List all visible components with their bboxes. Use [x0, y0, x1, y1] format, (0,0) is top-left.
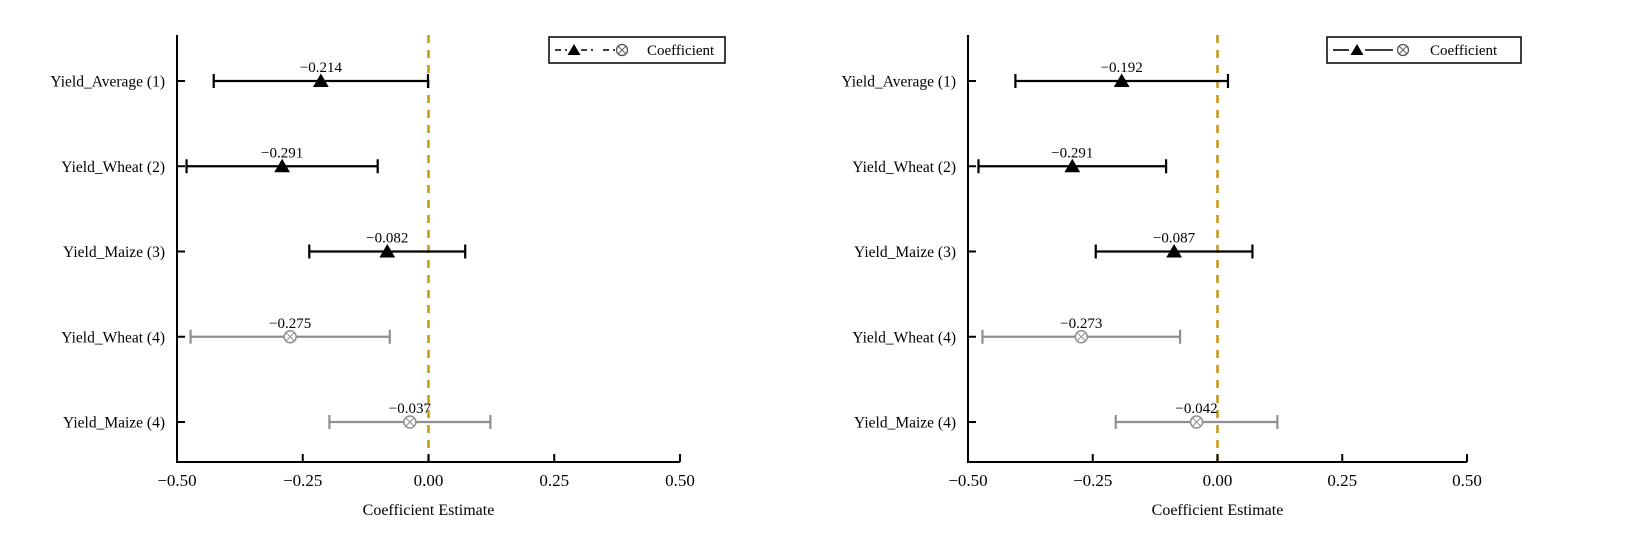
legend-circle-cross-x2	[617, 45, 627, 55]
category-label: Yield_Maize (4)	[63, 415, 165, 432]
x-tick-label: −0.25	[283, 471, 322, 490]
estimate-value-label: −0.192	[1101, 60, 1143, 76]
left-panel: −0.50 −0.25 0.00 0.25 0.50 Coefficient Estima…	[50, 35, 726, 519]
legend-circle-cross-x2	[1398, 45, 1408, 55]
errorbar-row	[977, 158, 1168, 174]
legend-box	[548, 36, 726, 64]
x-tick-label: −0.50	[157, 471, 196, 490]
triangle-marker-icon	[1064, 158, 1081, 173]
estimate-value-label: −0.082	[366, 231, 408, 247]
errorbar-row	[1114, 415, 1279, 429]
errorbar-row	[308, 244, 467, 259]
category-label: Yield_Maize (3)	[63, 244, 165, 261]
category-label: Yield_Average (1)	[50, 74, 165, 91]
errorbar-row	[189, 329, 391, 344]
triangle-marker-icon	[1113, 73, 1130, 87]
estimate-value-label: −0.275	[269, 316, 311, 332]
category-label: Yield_Maize (3)	[854, 244, 956, 261]
right-coefficient-plot: −0.50 −0.25 0.00 0.25 0.50 Coefficient Estima…	[841, 35, 1522, 519]
left-coefficient-plot: −0.50 −0.25 0.00 0.25 0.50 Coefficient Estima…	[50, 35, 726, 519]
triangle-marker-icon	[1166, 244, 1182, 258]
circle-cross-x2	[1192, 417, 1201, 427]
estimate-value-label: −0.042	[1175, 401, 1217, 417]
x-tick-label: −0.25	[1073, 471, 1112, 490]
category-label: Yield_Wheat (4)	[852, 329, 956, 346]
estimate-value-label: −0.214	[300, 60, 343, 76]
errorbar-row	[981, 329, 1182, 344]
triangle-marker-icon	[312, 73, 329, 87]
right-panel: −0.50 −0.25 0.00 0.25 0.50 Coefficient Estima…	[814, 0, 1627, 552]
errorbar-row	[1014, 73, 1230, 88]
circle-cross-x2	[1076, 332, 1086, 342]
errorbar-row	[328, 415, 492, 429]
x-tick-label: 0.25	[539, 471, 569, 490]
circle-cross-x2	[285, 332, 295, 342]
x-tick-label: 0.50	[665, 471, 695, 490]
errorbar-row	[185, 158, 379, 174]
x-axis-title: Coefficient Estimate	[363, 502, 495, 519]
category-label: Yield_Average (1)	[841, 74, 956, 91]
category-label: Yield_Wheat (2)	[852, 159, 956, 176]
errorbar-row	[212, 73, 430, 88]
x-tick-label: 0.25	[1327, 471, 1357, 490]
x-tick-label: −0.50	[948, 471, 987, 490]
triangle-marker-icon	[274, 158, 290, 173]
x-tick-label: 0.00	[414, 471, 444, 490]
legend-label: Coefficient	[647, 43, 715, 59]
category-label: Yield_Wheat (2)	[61, 159, 165, 176]
category-label: Yield_Maize (4)	[854, 415, 956, 432]
estimate-value-label: −0.037	[389, 401, 432, 417]
circle-cross-x2	[405, 417, 415, 427]
triangle-marker-icon	[379, 244, 396, 258]
x-axis-title: Coefficient Estimate	[1152, 502, 1284, 519]
category-label: Yield_Wheat (4)	[61, 329, 165, 346]
legend-label: Coefficient	[1430, 43, 1498, 59]
errorbar-row	[1094, 244, 1254, 259]
legend-triangle-marker-icon	[567, 44, 581, 55]
estimate-value-label: −0.273	[1060, 316, 1102, 332]
x-tick-label: 0.50	[1452, 471, 1482, 490]
estimate-value-label: −0.087	[1153, 231, 1196, 247]
estimate-value-label: −0.291	[261, 145, 303, 161]
estimate-value-label: −0.291	[1051, 145, 1093, 161]
x-tick-label: 0.00	[1203, 471, 1233, 490]
legend: Coefficient	[1326, 36, 1522, 64]
legend: Coefficient	[548, 36, 726, 64]
legend-triangle-marker-icon	[1350, 44, 1364, 55]
